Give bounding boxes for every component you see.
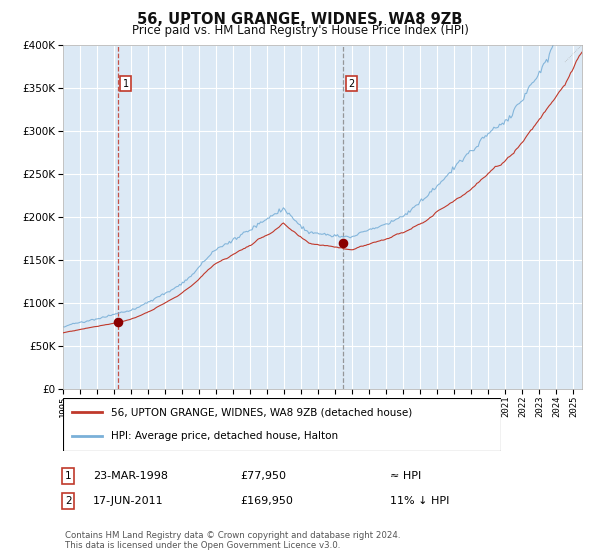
Text: Contains HM Land Registry data © Crown copyright and database right 2024.
This d: Contains HM Land Registry data © Crown c… [65,531,400,550]
Text: HPI: Average price, detached house, Halton: HPI: Average price, detached house, Halt… [111,431,338,441]
Text: 1: 1 [65,471,71,481]
Text: 17-JUN-2011: 17-JUN-2011 [93,496,164,506]
Text: 2: 2 [65,496,71,506]
Text: 2: 2 [348,78,355,88]
Text: £169,950: £169,950 [240,496,293,506]
Point [113,318,122,326]
Text: 11% ↓ HPI: 11% ↓ HPI [390,496,449,506]
Text: Price paid vs. HM Land Registry's House Price Index (HPI): Price paid vs. HM Land Registry's House … [131,24,469,36]
Text: ≈ HPI: ≈ HPI [390,471,421,481]
Point [338,239,348,248]
Text: £77,950: £77,950 [240,471,286,481]
Text: 23-MAR-1998: 23-MAR-1998 [93,471,168,481]
Text: 1: 1 [123,78,129,88]
Text: 56, UPTON GRANGE, WIDNES, WA8 9ZB: 56, UPTON GRANGE, WIDNES, WA8 9ZB [137,12,463,27]
Text: 56, UPTON GRANGE, WIDNES, WA8 9ZB (detached house): 56, UPTON GRANGE, WIDNES, WA8 9ZB (detac… [111,408,412,418]
